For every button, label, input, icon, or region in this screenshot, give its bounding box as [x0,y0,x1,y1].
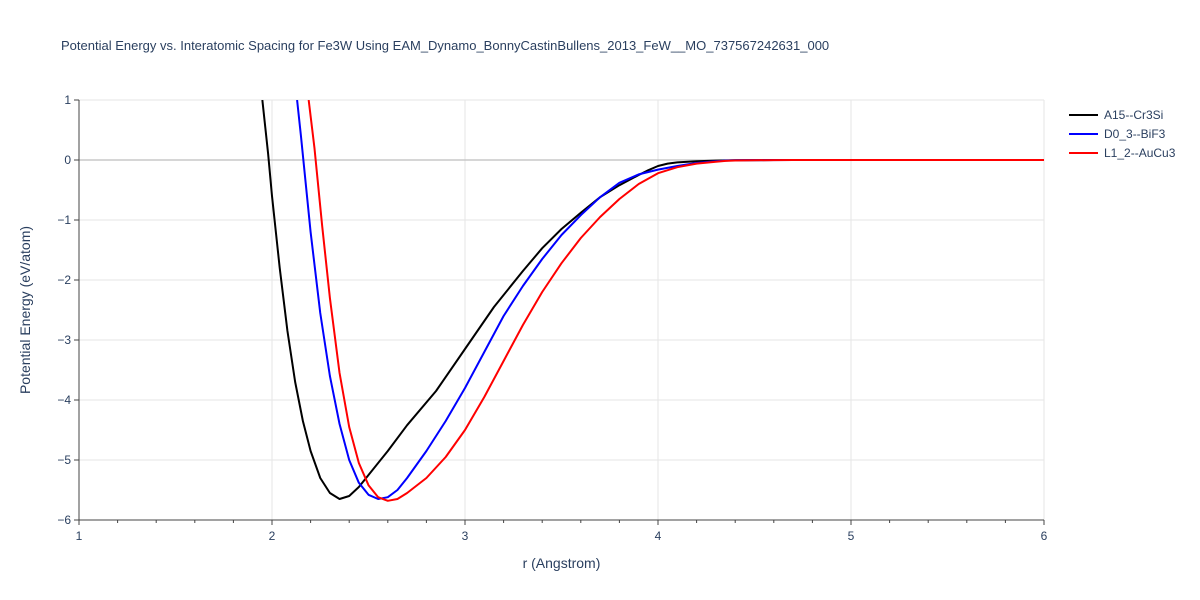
y-tick-label: 1 [64,93,71,107]
y-tick-label: −5 [57,453,71,467]
x-tick-label: 1 [76,529,83,543]
y-axis-title: Potential Energy (eV/atom) [17,226,33,394]
y-tick-label: −6 [57,513,71,527]
series-line-l1-2-aucu3 [307,100,1044,502]
series-lines [261,100,1044,502]
y-tick-label: −4 [57,393,71,407]
legend[interactable]: A15--Cr3Si D0_3--BiF3 L1_2--AuCu3 [1069,108,1176,160]
legend-label: A15--Cr3Si [1104,108,1163,122]
y-tick-label: −2 [57,273,71,287]
grid-lines [79,99,1045,520]
x-ticks: 1 2 3 4 5 6 [76,520,1048,543]
x-tick-label: 5 [848,529,855,543]
legend-item[interactable]: D0_3--BiF3 [1069,127,1166,141]
x-tick-label: 2 [269,529,276,543]
legend-item[interactable]: L1_2--AuCu3 [1069,146,1176,160]
y-tick-label: −1 [57,213,71,227]
legend-label: D0_3--BiF3 [1104,127,1166,141]
y-tick-label: −3 [57,333,71,347]
x-tick-label: 6 [1041,529,1048,543]
x-axis-title: r (Angstrom) [523,555,601,571]
legend-item[interactable]: A15--Cr3Si [1069,108,1163,122]
x-tick-label: 4 [655,529,662,543]
legend-label: L1_2--AuCu3 [1104,146,1176,160]
chart-title: Potential Energy vs. Interatomic Spacing… [61,38,829,53]
y-tick-label: 0 [64,153,71,167]
x-tick-label: 3 [462,529,469,543]
series-line-a15-cr3si [261,100,1044,500]
y-ticks: 1 0 −1 −2 −3 −4 −5 −6 [57,93,79,527]
